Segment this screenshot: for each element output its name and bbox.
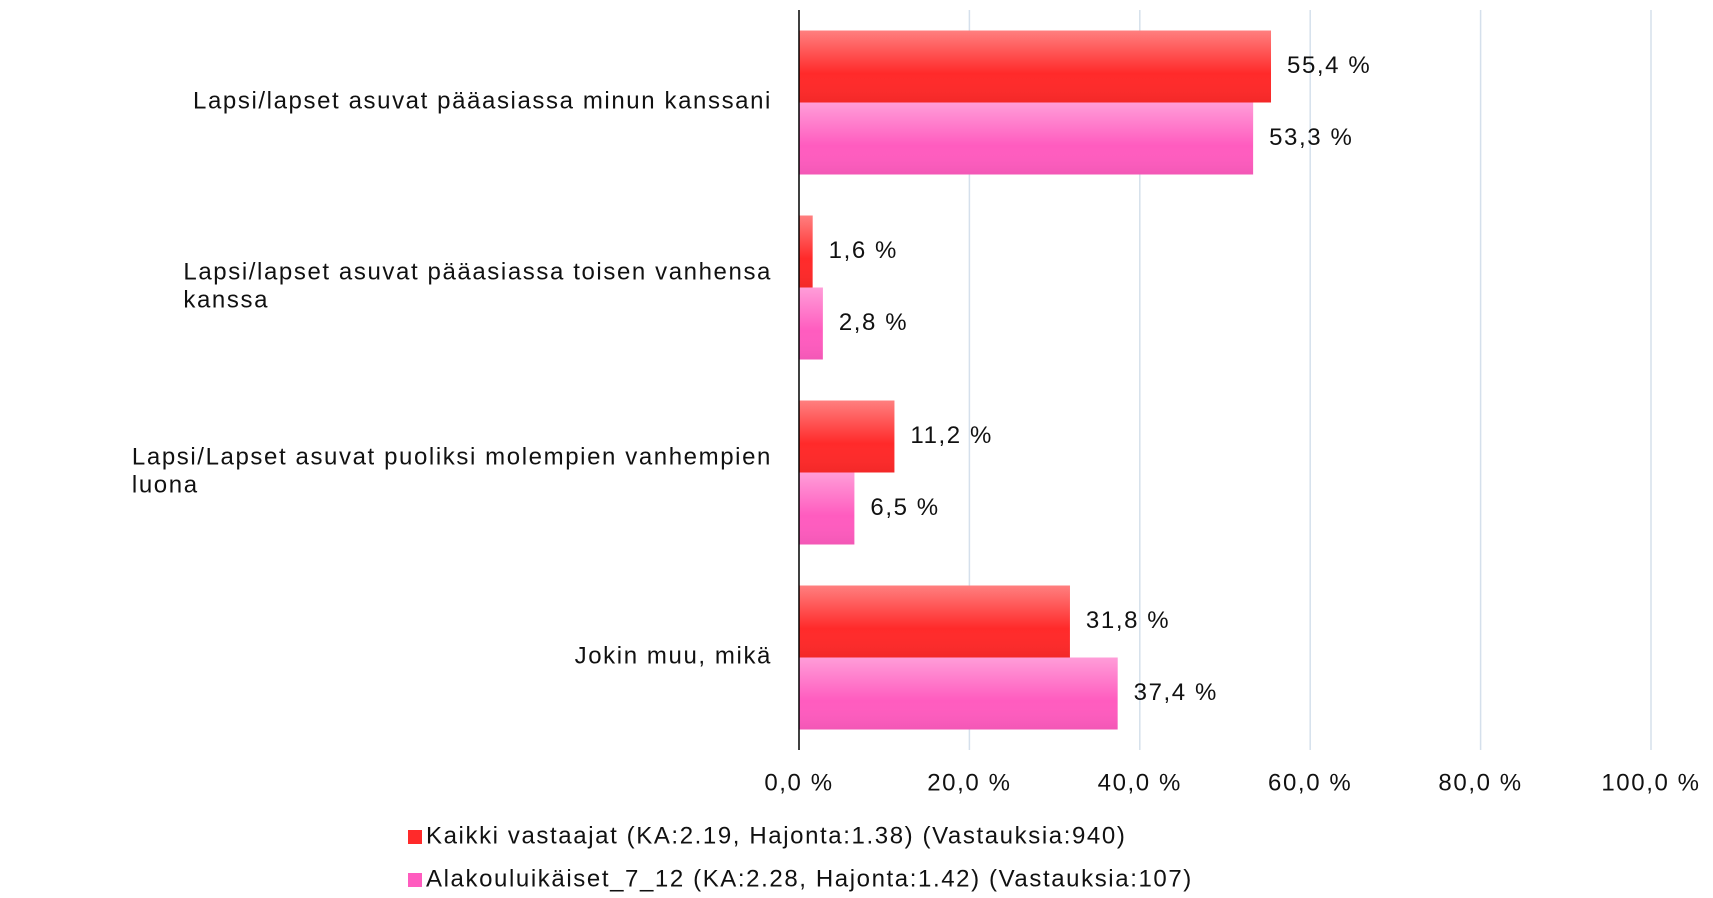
value-label: 11,2 % (910, 422, 993, 449)
category-label-line: Lapsi/lapset asuvat pääasiassa toisen va… (183, 259, 772, 286)
legend-swatch (408, 830, 422, 844)
bar-shine (799, 585, 1070, 658)
value-label: 37,4 % (1134, 679, 1218, 706)
legend-label: Alakouluikäiset_7_12 (KA:2.28, Hajonta:1… (426, 865, 1193, 892)
bar-shine (799, 30, 1272, 103)
x-tick-label: 40,0 % (1098, 769, 1182, 796)
value-label: 6,5 % (870, 494, 939, 521)
legend-swatch (408, 873, 422, 887)
category-label-line: luona (132, 472, 199, 499)
x-tick-label: 60,0 % (1268, 769, 1352, 796)
category-label-line: Jokin muu, mikä (575, 643, 772, 670)
x-tick-label: 100,0 % (1601, 769, 1700, 796)
category-label-line: Lapsi/lapset asuvat pääasiassa minun kan… (193, 88, 772, 115)
category-label-line: Lapsi/Lapset asuvat puoliksi molempien v… (132, 444, 772, 471)
bar-shine (799, 287, 823, 360)
bar-shine (799, 657, 1118, 730)
value-label: 53,3 % (1269, 124, 1353, 151)
category-label: Lapsi/lapset asuvat pääasiassa toisen va… (183, 259, 772, 314)
bar-shine (799, 215, 813, 288)
category-label: Lapsi/Lapset asuvat puoliksi molempien v… (132, 444, 772, 499)
category-label: Jokin muu, mikä (575, 643, 772, 670)
value-label: 31,8 % (1086, 607, 1170, 634)
bar-shine (799, 400, 895, 473)
legend-label: Kaikki vastaajat (KA:2.19, Hajonta:1.38)… (426, 822, 1126, 849)
category-label: Lapsi/lapset asuvat pääasiassa minun kan… (193, 88, 772, 115)
x-tick-label: 80,0 % (1438, 769, 1522, 796)
bar-shine (799, 102, 1254, 175)
category-label-line: kanssa (183, 287, 269, 314)
x-tick-label: 0,0 % (764, 769, 833, 796)
value-label: 1,6 % (829, 237, 898, 264)
x-tick-label: 20,0 % (927, 769, 1011, 796)
value-label: 55,4 % (1287, 52, 1371, 79)
value-label: 2,8 % (839, 309, 908, 336)
bar-shine (799, 472, 855, 545)
